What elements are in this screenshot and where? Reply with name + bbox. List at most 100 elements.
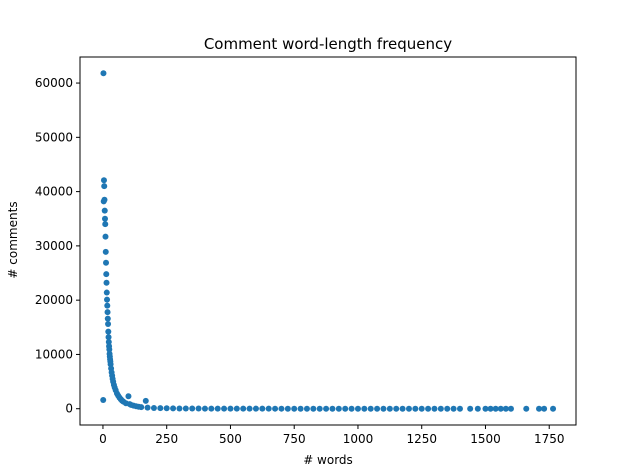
data-point [102, 233, 109, 240]
data-point [101, 183, 108, 190]
data-point [541, 405, 548, 412]
data-point [329, 405, 336, 412]
data-point [265, 405, 272, 412]
data-point [374, 405, 381, 412]
data-point [456, 405, 463, 412]
data-point [507, 405, 514, 412]
data-point [418, 405, 425, 412]
x-tick-label: 500 [219, 432, 242, 446]
x-tick-label: 750 [283, 432, 306, 446]
data-point [100, 397, 107, 404]
data-point [502, 405, 509, 412]
data-point [425, 405, 432, 412]
data-point [252, 405, 259, 412]
data-point [101, 196, 108, 203]
data-point [105, 321, 112, 328]
data-point [437, 405, 444, 412]
data-point [138, 404, 145, 411]
data-point [100, 177, 107, 184]
data-point [107, 361, 114, 368]
data-point [492, 405, 499, 412]
data-point [284, 405, 291, 412]
data-point [278, 405, 285, 412]
data-point [189, 405, 196, 412]
data-point [221, 405, 228, 412]
data-point [497, 405, 504, 412]
y-tick-label: 10000 [35, 347, 73, 361]
data-point [170, 405, 177, 412]
data-point [405, 405, 412, 412]
ticks-layer: 0 250 500 750 1000 1250 1500 1750 0 10000 20000 300… [35, 76, 565, 446]
data-point [102, 221, 109, 228]
data-point [103, 259, 110, 266]
data-point [233, 405, 240, 412]
data-point [102, 248, 109, 255]
data-point [550, 405, 557, 412]
data-point [297, 405, 304, 412]
data-point [104, 302, 111, 309]
data-point [101, 215, 108, 222]
data-point [467, 405, 474, 412]
y-tick-label: 20000 [35, 293, 73, 307]
data-point [523, 405, 530, 412]
data-point [487, 405, 494, 412]
data-point [105, 328, 112, 335]
data-point [195, 405, 202, 412]
y-tick-label: 30000 [35, 239, 73, 253]
data-point [482, 405, 489, 412]
y-tick-label: 50000 [35, 130, 73, 144]
data-point [361, 405, 368, 412]
data-point [214, 405, 221, 412]
y-tick-label: 40000 [35, 185, 73, 199]
data-point [103, 279, 110, 286]
data-point [399, 405, 406, 412]
data-point [100, 70, 107, 77]
data-point [259, 405, 266, 412]
x-tick-label: 1250 [406, 432, 437, 446]
data-point [227, 405, 234, 412]
data-point [106, 346, 113, 353]
x-tick-label: 1750 [534, 432, 565, 446]
x-tick-label: 0 [99, 432, 107, 446]
data-point [246, 405, 253, 412]
data-point [163, 405, 170, 412]
y-tick-label: 60000 [35, 76, 73, 90]
plot-frame [79, 56, 577, 426]
x-tick-label: 250 [155, 432, 178, 446]
data-point [444, 405, 451, 412]
data-point [342, 405, 349, 412]
data-point [272, 405, 279, 412]
data-point [105, 338, 112, 345]
data-point [104, 315, 111, 322]
chart-title: Comment word-length frequency [204, 35, 452, 53]
data-point [474, 405, 481, 412]
data-point [354, 405, 361, 412]
data-point [291, 405, 298, 412]
data-point [176, 405, 183, 412]
data-point [201, 405, 208, 412]
x-axis-label: # words [303, 453, 353, 467]
data-point [144, 404, 151, 411]
x-tick-label: 1500 [470, 432, 501, 446]
data-point [367, 405, 374, 412]
data-point [208, 405, 215, 412]
points-layer [100, 70, 557, 412]
data-point [104, 309, 111, 316]
data-point [380, 405, 387, 412]
data-point [157, 405, 164, 412]
data-point [348, 405, 355, 412]
data-point [142, 397, 149, 404]
data-point [412, 405, 419, 412]
data-point [536, 405, 543, 412]
data-point [240, 405, 247, 412]
data-point [101, 207, 108, 214]
data-point [386, 405, 393, 412]
data-point [431, 405, 438, 412]
data-point [323, 405, 330, 412]
data-point [103, 289, 110, 296]
data-point [125, 393, 132, 400]
x-tick-label: 1000 [343, 432, 374, 446]
data-point [335, 405, 342, 412]
